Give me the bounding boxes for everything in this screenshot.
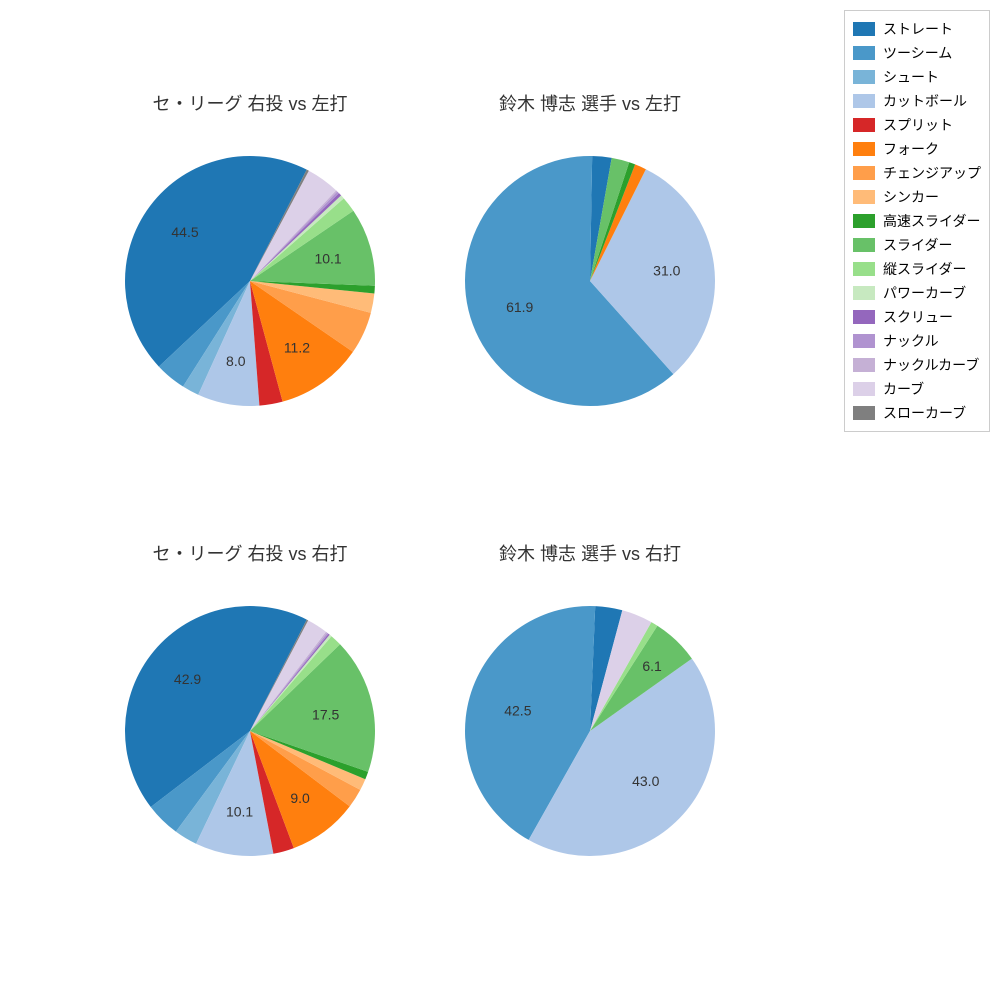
pie-title: 鈴木 博志 選手 vs 右打 — [420, 540, 760, 566]
pie-svg: 42.5 43.0 6.1 — [435, 576, 745, 886]
legend-item: 縦スライダー — [853, 257, 981, 281]
legend-swatch — [853, 46, 875, 60]
pie-title: セ・リーグ 右投 vs 左打 — [80, 90, 420, 116]
legend-item: スクリュー — [853, 305, 981, 329]
pie-chart-2: セ・リーグ 右投 vs 右打 42.9 10.1 9.0 17.5 — [80, 540, 420, 960]
legend-swatch — [853, 70, 875, 84]
slice-label: 31.0 — [653, 263, 680, 279]
pie-chart-0: セ・リーグ 右投 vs 左打 44.5 8.0 11.2 10.1 — [80, 90, 420, 510]
legend-item: ツーシーム — [853, 41, 981, 65]
pie-title: セ・リーグ 右投 vs 右打 — [80, 540, 420, 566]
legend-swatch — [853, 286, 875, 300]
legend-label: フォーク — [883, 139, 939, 159]
legend-label: スクリュー — [883, 307, 953, 327]
legend-item: スローカーブ — [853, 401, 981, 425]
legend-swatch — [853, 118, 875, 132]
legend-swatch — [853, 142, 875, 156]
slice-label: 44.5 — [171, 224, 198, 240]
slice-label: 6.1 — [642, 658, 662, 674]
legend-item: カットボール — [853, 89, 981, 113]
legend-label: ナックルカーブ — [883, 355, 979, 375]
legend-label: パワーカーブ — [883, 283, 966, 303]
legend-swatch — [853, 358, 875, 372]
legend-swatch — [853, 94, 875, 108]
legend-swatch — [853, 406, 875, 420]
legend-swatch — [853, 382, 875, 396]
legend-swatch — [853, 334, 875, 348]
legend-item: チェンジアップ — [853, 161, 981, 185]
slice-label: 42.5 — [504, 702, 531, 718]
slice-label: 10.1 — [314, 251, 341, 267]
legend-label: カットボール — [883, 91, 967, 111]
pie-chart-1: 鈴木 博志 選手 vs 左打 61.9 31.0 — [420, 90, 760, 510]
legend-item: ナックル — [853, 329, 981, 353]
slice-label: 10.1 — [226, 804, 253, 820]
slice-label: 8.0 — [226, 353, 246, 369]
legend-label: 縦スライダー — [883, 259, 966, 279]
pie-svg: 61.9 31.0 — [435, 126, 745, 436]
legend-swatch — [853, 190, 875, 204]
slice-label: 11.2 — [284, 339, 310, 355]
chart-grid: セ・リーグ 右投 vs 左打 44.5 8.0 11.2 10.1 鈴木 博志 選手 vs… — [0, 0, 760, 1000]
pie-chart-3: 鈴木 博志 選手 vs 右打 42.5 43.0 6.1 — [420, 540, 760, 960]
legend-swatch — [853, 238, 875, 252]
legend-swatch — [853, 22, 875, 36]
legend-item: 高速スライダー — [853, 209, 981, 233]
pie-title: 鈴木 博志 選手 vs 左打 — [420, 90, 760, 116]
legend-item: フォーク — [853, 137, 981, 161]
legend-label: ツーシーム — [883, 43, 952, 63]
slice-label: 43.0 — [632, 773, 659, 789]
pie-svg: 42.9 10.1 9.0 17.5 — [95, 576, 405, 886]
legend-label: スローカーブ — [883, 403, 966, 423]
legend-label: ストレート — [883, 19, 953, 39]
legend-item: スライダー — [853, 233, 981, 257]
legend-label: スライダー — [883, 235, 952, 255]
legend-label: スプリット — [883, 115, 953, 135]
legend-item: カーブ — [853, 377, 981, 401]
slice-label: 61.9 — [506, 299, 533, 315]
legend-label: シュート — [883, 67, 939, 87]
slice-label: 9.0 — [290, 790, 310, 806]
legend: ストレートツーシームシュートカットボールスプリットフォークチェンジアップシンカー… — [844, 10, 990, 432]
legend-label: ナックル — [883, 331, 939, 351]
pie-svg: 44.5 8.0 11.2 10.1 — [95, 126, 405, 436]
legend-swatch — [853, 262, 875, 276]
legend-swatch — [853, 310, 875, 324]
legend-swatch — [853, 214, 875, 228]
slice-label: 17.5 — [312, 706, 339, 722]
legend-item: パワーカーブ — [853, 281, 981, 305]
legend-label: シンカー — [883, 187, 939, 207]
legend-item: ストレート — [853, 17, 981, 41]
legend-item: ナックルカーブ — [853, 353, 981, 377]
legend-label: チェンジアップ — [883, 163, 981, 183]
legend-item: シュート — [853, 65, 981, 89]
slice-label: 42.9 — [174, 671, 201, 687]
legend-swatch — [853, 166, 875, 180]
legend-label: 高速スライダー — [883, 211, 980, 231]
legend-item: スプリット — [853, 113, 981, 137]
legend-item: シンカー — [853, 185, 981, 209]
legend-label: カーブ — [883, 379, 924, 399]
